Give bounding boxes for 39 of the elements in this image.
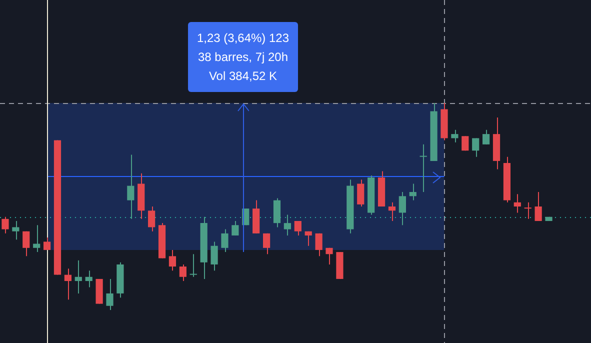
- candlestick: [472, 138, 480, 158]
- candlestick: [398, 192, 406, 226]
- candlestick: [190, 254, 197, 278]
- candlestick: [22, 230, 30, 257]
- candlestick: [304, 230, 312, 246]
- candlestick: [221, 228, 228, 253]
- candlestick: [388, 202, 396, 222]
- candlestick: [64, 268, 72, 300]
- candlestick: [273, 198, 281, 228]
- candlestick: [409, 183, 416, 201]
- candlestick: [284, 214, 292, 236]
- candlestick: [43, 237, 51, 250]
- candlestick: [85, 270, 92, 288]
- candlestick: [451, 129, 458, 143]
- candlestick: [420, 144, 427, 193]
- candlestick: [262, 232, 270, 255]
- candlestick: [462, 136, 469, 152]
- candlestick: [74, 260, 82, 294]
- candlestick: [294, 220, 302, 236]
- candlestick: [106, 278, 114, 310]
- candlestick: [514, 194, 521, 214]
- text: Vol 384,52 K: [208, 69, 278, 83]
- candlestick: [524, 202, 532, 220]
- candlestick: [482, 129, 490, 145]
- candlestick: [168, 249, 176, 272]
- candlestick: [179, 264, 186, 282]
- candlestick: [326, 247, 333, 265]
- text: 38 barres, 7j 20h: [196, 50, 290, 64]
- candlestick: [12, 220, 20, 240]
- candlestick: [357, 179, 364, 207]
- text: 1,23 (3,64%) 123: [196, 31, 290, 45]
- candlestick: [232, 220, 239, 236]
- candlestick: [315, 232, 322, 257]
- candlestick: [210, 241, 218, 272]
- candlestick: [534, 192, 542, 222]
- candlestick: [148, 206, 156, 232]
- candlestick: [33, 224, 40, 253]
- candlestick: [2, 216, 9, 234]
- candlestick: [127, 154, 134, 220]
